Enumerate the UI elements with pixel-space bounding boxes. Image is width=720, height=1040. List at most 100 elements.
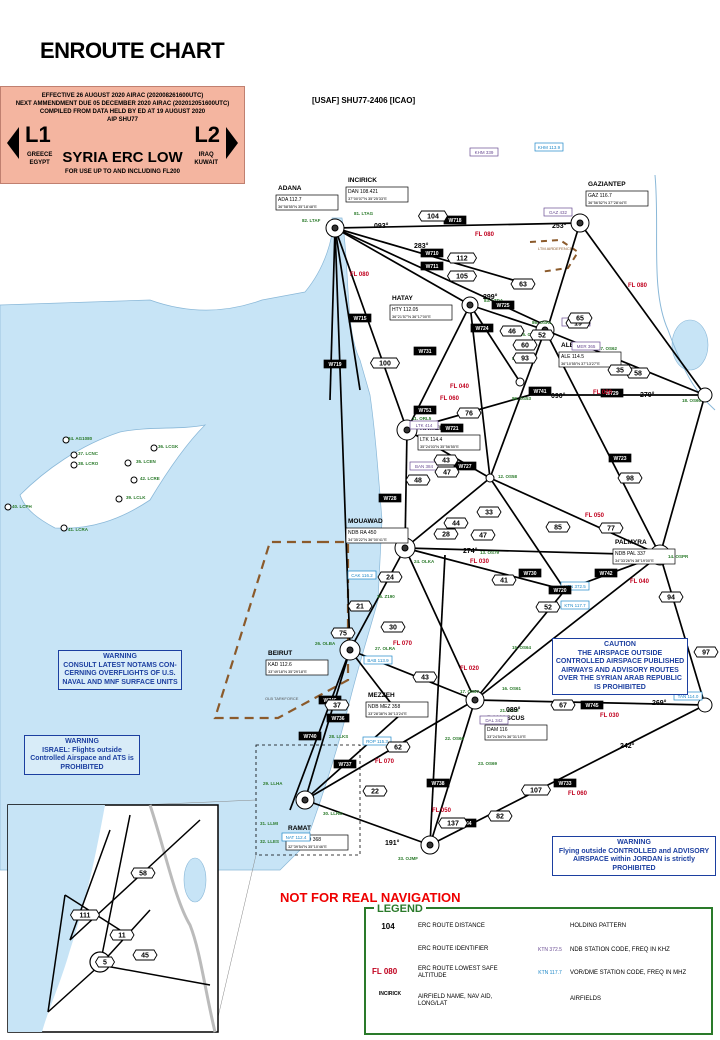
inset-border — [148, 804, 217, 1033]
waypoint-label: 39. LCLK — [126, 495, 146, 500]
route-bearing: 090° — [551, 392, 566, 400]
distance-hex — [487, 810, 513, 822]
airfield-name: HATAY — [392, 295, 413, 302]
route-distance: 19 — [574, 321, 582, 328]
distance-hex — [545, 521, 571, 533]
distance-hex — [658, 591, 684, 603]
right-arrow-icon — [226, 127, 238, 159]
airfield-navaid: HTY 112.05 — [392, 307, 418, 313]
airfield-box — [365, 701, 429, 718]
legend-sym-distance: 104 — [381, 922, 395, 931]
airfield-navaid: NDB MEZ 358 — [368, 704, 400, 710]
route-id-box — [298, 731, 322, 741]
route-distance: 75 — [339, 631, 347, 638]
airfield-latlong: 36°21'57"N 36°17'00"E — [392, 315, 431, 319]
route-id-box — [378, 493, 402, 503]
vor-label: KTN 372.5 — [564, 584, 586, 589]
route-distance: 107 — [530, 788, 542, 795]
route-id-box — [420, 248, 444, 258]
route-id: W728 — [383, 496, 396, 502]
warning-israel-note: WARNING ISRAEL: Flights outside Controll… — [24, 735, 140, 775]
vor-label: ROP 115.3 — [366, 739, 388, 744]
route-id-box — [608, 453, 632, 463]
distance-hex — [385, 741, 411, 753]
distance-hex — [380, 621, 406, 633]
airfield-navaid: LTK 114.4 — [420, 437, 443, 443]
route-id-box — [333, 759, 357, 769]
route-id: W719 — [328, 362, 341, 368]
waypoint-label: 38. LCRO — [78, 461, 99, 466]
note-text: ISRAEL: Flights outside Controlled Airsp… — [30, 746, 134, 771]
route-bearing: 274° — [463, 547, 478, 555]
chart-header-box: EFFECTIVE 26 AUGUST 2020 AIRAC (20200826… — [0, 86, 245, 184]
route-id-box — [413, 405, 437, 415]
airfield-latlong: 36°56'52"N 37°28'44"E — [588, 201, 627, 205]
next-amendment: NEXT AMMENDMENT DUE 05 DECEMBER 2020 AIR… — [15, 101, 230, 107]
distance-hex — [369, 357, 401, 369]
waypoint-label: 25. Z190 — [377, 594, 395, 599]
distance-hex — [512, 339, 538, 351]
legend-text-ndb: NDB STATION CODE, FREQ IN KHZ — [570, 947, 670, 953]
ndb-box — [409, 420, 439, 430]
legend-text-fl: ERC ROUTE LOWEST SAFE ALTITUDE — [418, 966, 498, 979]
airfield-latlong: 36°58'55"N 35°18'48"E — [278, 205, 317, 209]
route-distance: 98 — [626, 476, 634, 483]
distance-hex — [377, 571, 403, 583]
page-title: ENROUTE CHART — [40, 38, 225, 63]
chart-name: SYRIA ERC LOW — [62, 149, 183, 166]
waypoint-label: 36. LCGK — [158, 444, 179, 449]
airfield-latlong: 34°35'22"N 36°00'41"E — [348, 538, 387, 542]
distance-hex — [512, 352, 538, 364]
route-distance: 85 — [554, 525, 562, 532]
route-distance: 82 — [496, 814, 504, 821]
distance-hex — [446, 252, 478, 264]
ndb-label: GAZ 432 — [549, 210, 568, 215]
vor-box — [362, 736, 392, 746]
route-id: W723 — [613, 456, 626, 462]
waypoint-label: 13. OS79 — [480, 550, 500, 555]
note-text: CONSULT LATEST NOTAMS CON-CERNING OVERFL… — [62, 661, 178, 686]
route-bearing: 191° — [385, 839, 400, 847]
waypoint-label: 30. LLRD — [323, 811, 343, 816]
airfield-name: INCIRICK — [348, 177, 377, 184]
waypoint-label: 34. AG1080 — [68, 436, 93, 441]
route-id-box — [580, 700, 604, 710]
airfield-box — [417, 434, 481, 451]
route-id-box — [420, 261, 444, 271]
legend-sym-airfield: INCIRICK — [378, 991, 402, 997]
waypoint-label: 24. OLKA — [414, 559, 435, 564]
distance-hex — [417, 210, 449, 222]
effective-date: EFFECTIVE 26 AUGUST 2020 AIRAC (20200826… — [41, 93, 204, 99]
route-distance: 5 — [103, 960, 107, 967]
left-countries: GREECE EGYPT — [27, 152, 53, 166]
flight-level: FL 070 — [393, 641, 413, 647]
note-title: WARNING — [103, 653, 137, 660]
flight-level: FL 020 — [593, 390, 613, 396]
distance-hex — [347, 600, 373, 612]
route-distance: 67 — [559, 703, 567, 710]
airfield-navaid: ADA 112.7 — [278, 197, 302, 203]
route-distance: 28 — [442, 532, 450, 539]
flight-level: FL 070 — [375, 759, 395, 765]
distance-hex — [362, 785, 388, 797]
airfield-navaid: NDB RA 450 — [348, 530, 377, 536]
distance-hex — [405, 474, 431, 486]
note-text: Flying outside CONTROLLED and ADVISORY A… — [558, 847, 710, 872]
inset-lake — [183, 857, 207, 903]
legend-text-airfield: AIRFIELD NAME, NAV AID, LONG/LAT — [418, 994, 493, 1007]
waypoint-label: 15. OS64 — [512, 645, 532, 650]
vor-box — [534, 142, 564, 152]
airfield-latlong: 33°28'38"N 36°13'24"E — [368, 712, 407, 716]
distance-hex — [456, 407, 482, 419]
distance-hex — [470, 529, 496, 541]
distance-hex — [94, 956, 116, 968]
distance-hex — [520, 784, 552, 796]
flight-level: FL 080 — [475, 232, 495, 238]
ndb-box — [543, 207, 573, 217]
route-distance: 105 — [456, 274, 468, 281]
not-for-navigation: NOT FOR REAL NAVIGATION — [280, 890, 461, 905]
distance-hex — [529, 329, 555, 341]
legend-box: LEGEND 104 ERC ROUTE DISTANCE W718 ERC R… — [364, 903, 713, 1035]
waypoint-label: 81. LTAG — [354, 211, 374, 216]
